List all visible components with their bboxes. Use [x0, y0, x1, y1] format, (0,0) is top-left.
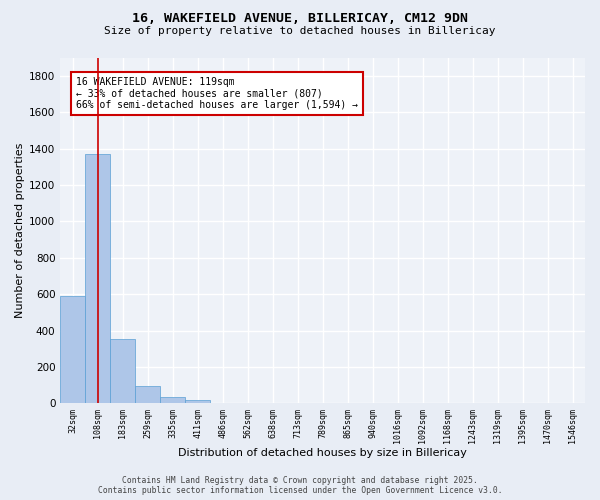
Bar [160, 398, 185, 404]
Y-axis label: Number of detached properties: Number of detached properties [15, 143, 25, 318]
Bar [185, 400, 210, 404]
Bar [60, 296, 85, 404]
Bar [85, 154, 110, 404]
Text: Contains HM Land Registry data © Crown copyright and database right 2025.
Contai: Contains HM Land Registry data © Crown c… [98, 476, 502, 495]
Bar [135, 386, 160, 404]
Bar [110, 339, 135, 404]
Text: 16, WAKEFIELD AVENUE, BILLERICAY, CM12 9DN: 16, WAKEFIELD AVENUE, BILLERICAY, CM12 9… [132, 12, 468, 26]
Bar [210, 402, 235, 404]
Text: Size of property relative to detached houses in Billericay: Size of property relative to detached ho… [104, 26, 496, 36]
X-axis label: Distribution of detached houses by size in Billericay: Distribution of detached houses by size … [178, 448, 467, 458]
Text: 16 WAKEFIELD AVENUE: 119sqm
← 33% of detached houses are smaller (807)
66% of se: 16 WAKEFIELD AVENUE: 119sqm ← 33% of det… [76, 76, 358, 110]
